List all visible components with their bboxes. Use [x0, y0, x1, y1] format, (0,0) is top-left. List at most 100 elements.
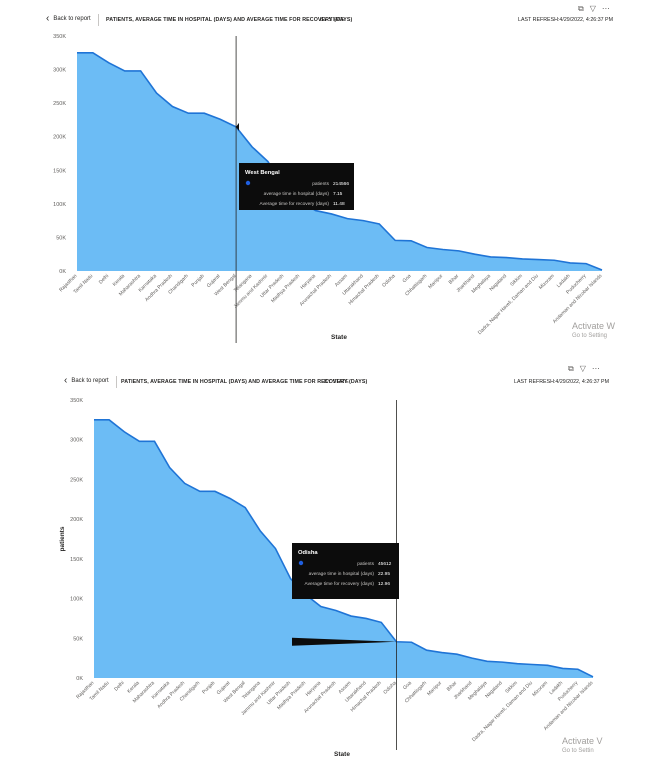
x-tick-label: Sikkim — [509, 273, 524, 288]
copy-icon[interactable]: ⧉ — [568, 364, 574, 373]
x-tick-label: Odisha — [381, 273, 397, 289]
data-point — [538, 259, 539, 260]
x-tick-label: Delhi — [98, 273, 110, 285]
windows-activation-watermark: Activate V Go to Settin — [562, 736, 603, 754]
legend-dot-icon — [298, 560, 304, 566]
legend-dot-icon — [245, 180, 251, 186]
x-tick-label: Kerala — [112, 273, 127, 288]
more-icon[interactable]: ⋯ — [591, 364, 600, 373]
data-point — [502, 662, 503, 663]
data-point — [76, 52, 77, 53]
data-point — [547, 665, 548, 666]
data-point — [456, 654, 457, 655]
data-point — [220, 119, 221, 120]
back-to-report-link[interactable]: ‹ Back to report — [64, 375, 109, 386]
tooltip-row-label: Average time for recovery (days) — [260, 201, 330, 207]
tooltip-row-value: 22.95 — [378, 571, 390, 577]
data-point — [426, 650, 427, 651]
data-point — [570, 262, 571, 263]
windows-activation-watermark: Activate W Go to Setting — [572, 321, 615, 339]
visual-title: PATIENTS, AVERAGE TIME IN HOSPITAL (DAYS… — [121, 379, 368, 385]
data-point — [379, 223, 380, 224]
data-point — [260, 530, 261, 531]
y-tick-label: 300K — [70, 438, 83, 444]
data-point — [93, 419, 94, 420]
area-chart[interactable]: 0K50K100K150K200K250K300K350KRajasthanTa… — [0, 360, 654, 768]
data-point — [350, 615, 351, 616]
data-point — [441, 652, 442, 653]
data-point — [577, 669, 578, 670]
filter-icon[interactable]: ▽ — [589, 4, 596, 13]
tooltip-row-value: 45612 — [378, 561, 392, 567]
x-axis-title: State — [334, 751, 350, 758]
data-point — [320, 606, 321, 607]
data-point — [487, 661, 488, 662]
last-refresh-text: LAST REFRESH:4/29/2022, 4:26:37 PM — [518, 17, 614, 23]
x-tick-label: Nagaland — [484, 680, 504, 700]
y-tick-label: 200K — [70, 517, 83, 523]
tooltip-title: Odisha — [298, 550, 318, 556]
data-point — [522, 258, 523, 259]
back-to-report-label: Back to report — [71, 378, 109, 384]
data-point — [108, 62, 109, 63]
x-tick-label: Odisha — [382, 680, 398, 696]
watermark-subtitle: Go to Setting — [572, 333, 608, 339]
visual-action-icons: ⧉ ▽ ⋯ — [568, 364, 600, 374]
x-tick-label: Bihar — [446, 680, 459, 693]
data-point — [474, 254, 475, 255]
data-point — [381, 622, 382, 623]
tooltip-background — [292, 543, 399, 599]
data-point — [410, 240, 411, 241]
data-point — [154, 441, 155, 442]
filter-icon[interactable]: ▽ — [579, 364, 586, 373]
data-point — [395, 240, 396, 241]
y-tick-label: 250K — [53, 101, 66, 107]
data-point — [229, 498, 230, 499]
tooltip-pointer — [236, 122, 239, 131]
data-point — [458, 250, 459, 251]
x-tick-label: Goa — [402, 273, 413, 284]
y-tick-label: 150K — [70, 557, 83, 563]
y-tick-label: 150K — [53, 168, 66, 174]
x-tick-label: Goa — [402, 680, 413, 691]
tooltip-row-label: average time in hospital (days) — [309, 571, 375, 577]
tooltip-row-label: patients — [312, 181, 329, 187]
copy-icon[interactable]: ⧉ — [578, 4, 584, 13]
data-point — [245, 507, 246, 508]
x-axis-title: State — [331, 334, 347, 341]
y-tick-label: 0K — [76, 676, 83, 682]
back-to-report-label: Back to report — [53, 16, 91, 22]
x-tick-label: Himachal Pradesh — [348, 273, 381, 306]
x-tick-label: Nagaland — [489, 273, 509, 293]
back-to-report-link[interactable]: ‹ Back to report — [46, 14, 91, 24]
data-point — [188, 113, 189, 114]
tooltip-row-value: 11.48 — [333, 201, 345, 207]
last-refresh-text: LAST REFRESH:4/29/2022, 4:26:37 PM — [514, 379, 610, 385]
y-tick-label: 200K — [53, 135, 66, 141]
series-line-patients — [94, 419, 594, 678]
chart-panel-west-bengal: ‹ Back to report PATIENTS, AVERAGE TIME … — [0, 0, 654, 345]
y-tick-label: 50K — [73, 636, 83, 642]
tooltip-row-value: 214566 — [333, 181, 349, 187]
data-point — [331, 213, 332, 214]
y-tick-label: 100K — [53, 202, 66, 208]
tooltip-row-value: 12.96 — [378, 581, 390, 587]
y-tick-label: 100K — [70, 597, 83, 603]
data-point — [199, 491, 200, 492]
x-tick-label: Delhi — [113, 680, 125, 692]
data-point — [169, 467, 170, 468]
data-point — [585, 263, 586, 264]
data-point — [506, 257, 507, 258]
data-point — [426, 247, 427, 248]
y-tick-label: 50K — [56, 235, 66, 241]
chevron-left-icon: ‹ — [64, 375, 68, 386]
area-chart[interactable]: 0K50K100K150K200K250K300K350KRajasthanTa… — [0, 0, 654, 345]
tooltip-row-label: average time in hospital (days) — [264, 191, 330, 197]
area-fill — [77, 52, 602, 272]
x-tick-label: Madhya Pradesh — [270, 273, 301, 304]
area-fill — [94, 419, 593, 678]
data-point — [554, 260, 555, 261]
more-icon[interactable]: ⋯ — [601, 4, 610, 13]
data-point — [471, 658, 472, 659]
visual-action-icons: ⧉ ▽ ⋯ — [578, 4, 610, 14]
